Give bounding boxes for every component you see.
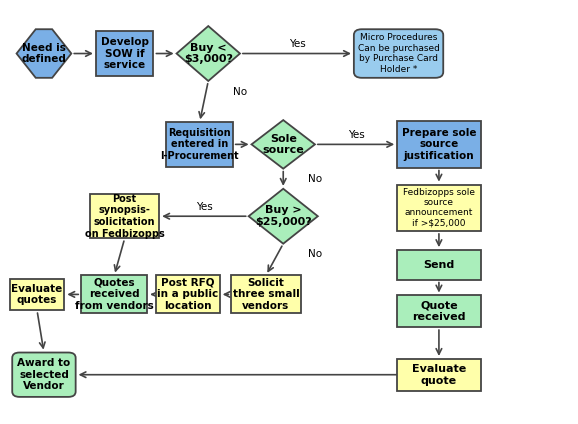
Polygon shape bbox=[17, 29, 71, 78]
Text: Yes: Yes bbox=[347, 130, 364, 140]
FancyBboxPatch shape bbox=[10, 279, 64, 310]
Text: Fedbizopps sole
source
announcement
if >$25,000: Fedbizopps sole source announcement if >… bbox=[403, 188, 475, 228]
Text: Micro Procedures
Can be purchased
by Purchase Card
Holder *: Micro Procedures Can be purchased by Pur… bbox=[358, 33, 439, 74]
Polygon shape bbox=[176, 26, 240, 81]
FancyBboxPatch shape bbox=[354, 29, 443, 78]
Text: Need is
defined: Need is defined bbox=[21, 43, 66, 64]
Text: Buy <
$3,000?: Buy < $3,000? bbox=[184, 43, 233, 64]
FancyBboxPatch shape bbox=[397, 296, 481, 327]
FancyBboxPatch shape bbox=[96, 31, 154, 76]
Text: Quote
received: Quote received bbox=[412, 301, 466, 322]
Text: Prepare sole
source
justification: Prepare sole source justification bbox=[402, 128, 476, 161]
Text: Requisition
entered in
I-Procurement: Requisition entered in I-Procurement bbox=[160, 128, 239, 161]
FancyBboxPatch shape bbox=[12, 352, 76, 397]
Text: Solicit
three small
vendors: Solicit three small vendors bbox=[232, 278, 299, 311]
Text: No: No bbox=[308, 249, 322, 259]
FancyBboxPatch shape bbox=[231, 276, 301, 313]
Text: Evaluate
quote: Evaluate quote bbox=[412, 364, 466, 385]
FancyBboxPatch shape bbox=[397, 121, 481, 167]
Text: Yes: Yes bbox=[288, 39, 305, 49]
Text: Send: Send bbox=[423, 260, 454, 270]
FancyBboxPatch shape bbox=[397, 184, 481, 231]
Text: Buy >
$25,000?: Buy > $25,000? bbox=[255, 205, 312, 227]
FancyBboxPatch shape bbox=[90, 194, 160, 238]
Text: Evaluate
quotes: Evaluate quotes bbox=[12, 284, 62, 305]
Polygon shape bbox=[251, 120, 315, 169]
Text: Post
synopsis-
solicitation
on Fedbizopps: Post synopsis- solicitation on Fedbizopp… bbox=[85, 194, 165, 239]
FancyBboxPatch shape bbox=[397, 250, 481, 279]
Text: No: No bbox=[233, 86, 247, 97]
Text: Award to
selected
Vendor: Award to selected Vendor bbox=[17, 358, 71, 391]
Text: No: No bbox=[308, 174, 322, 184]
Text: Post RFQ
in a public
location: Post RFQ in a public location bbox=[157, 278, 218, 311]
Text: Sole
source: Sole source bbox=[262, 134, 304, 155]
FancyBboxPatch shape bbox=[157, 276, 220, 313]
Polygon shape bbox=[249, 189, 318, 244]
Text: Quotes
received
from vendors: Quotes received from vendors bbox=[75, 278, 154, 311]
FancyBboxPatch shape bbox=[397, 359, 481, 391]
FancyBboxPatch shape bbox=[81, 276, 147, 313]
Text: Develop
SOW if
service: Develop SOW if service bbox=[101, 37, 149, 70]
Text: Yes: Yes bbox=[195, 202, 212, 212]
FancyBboxPatch shape bbox=[166, 122, 233, 167]
